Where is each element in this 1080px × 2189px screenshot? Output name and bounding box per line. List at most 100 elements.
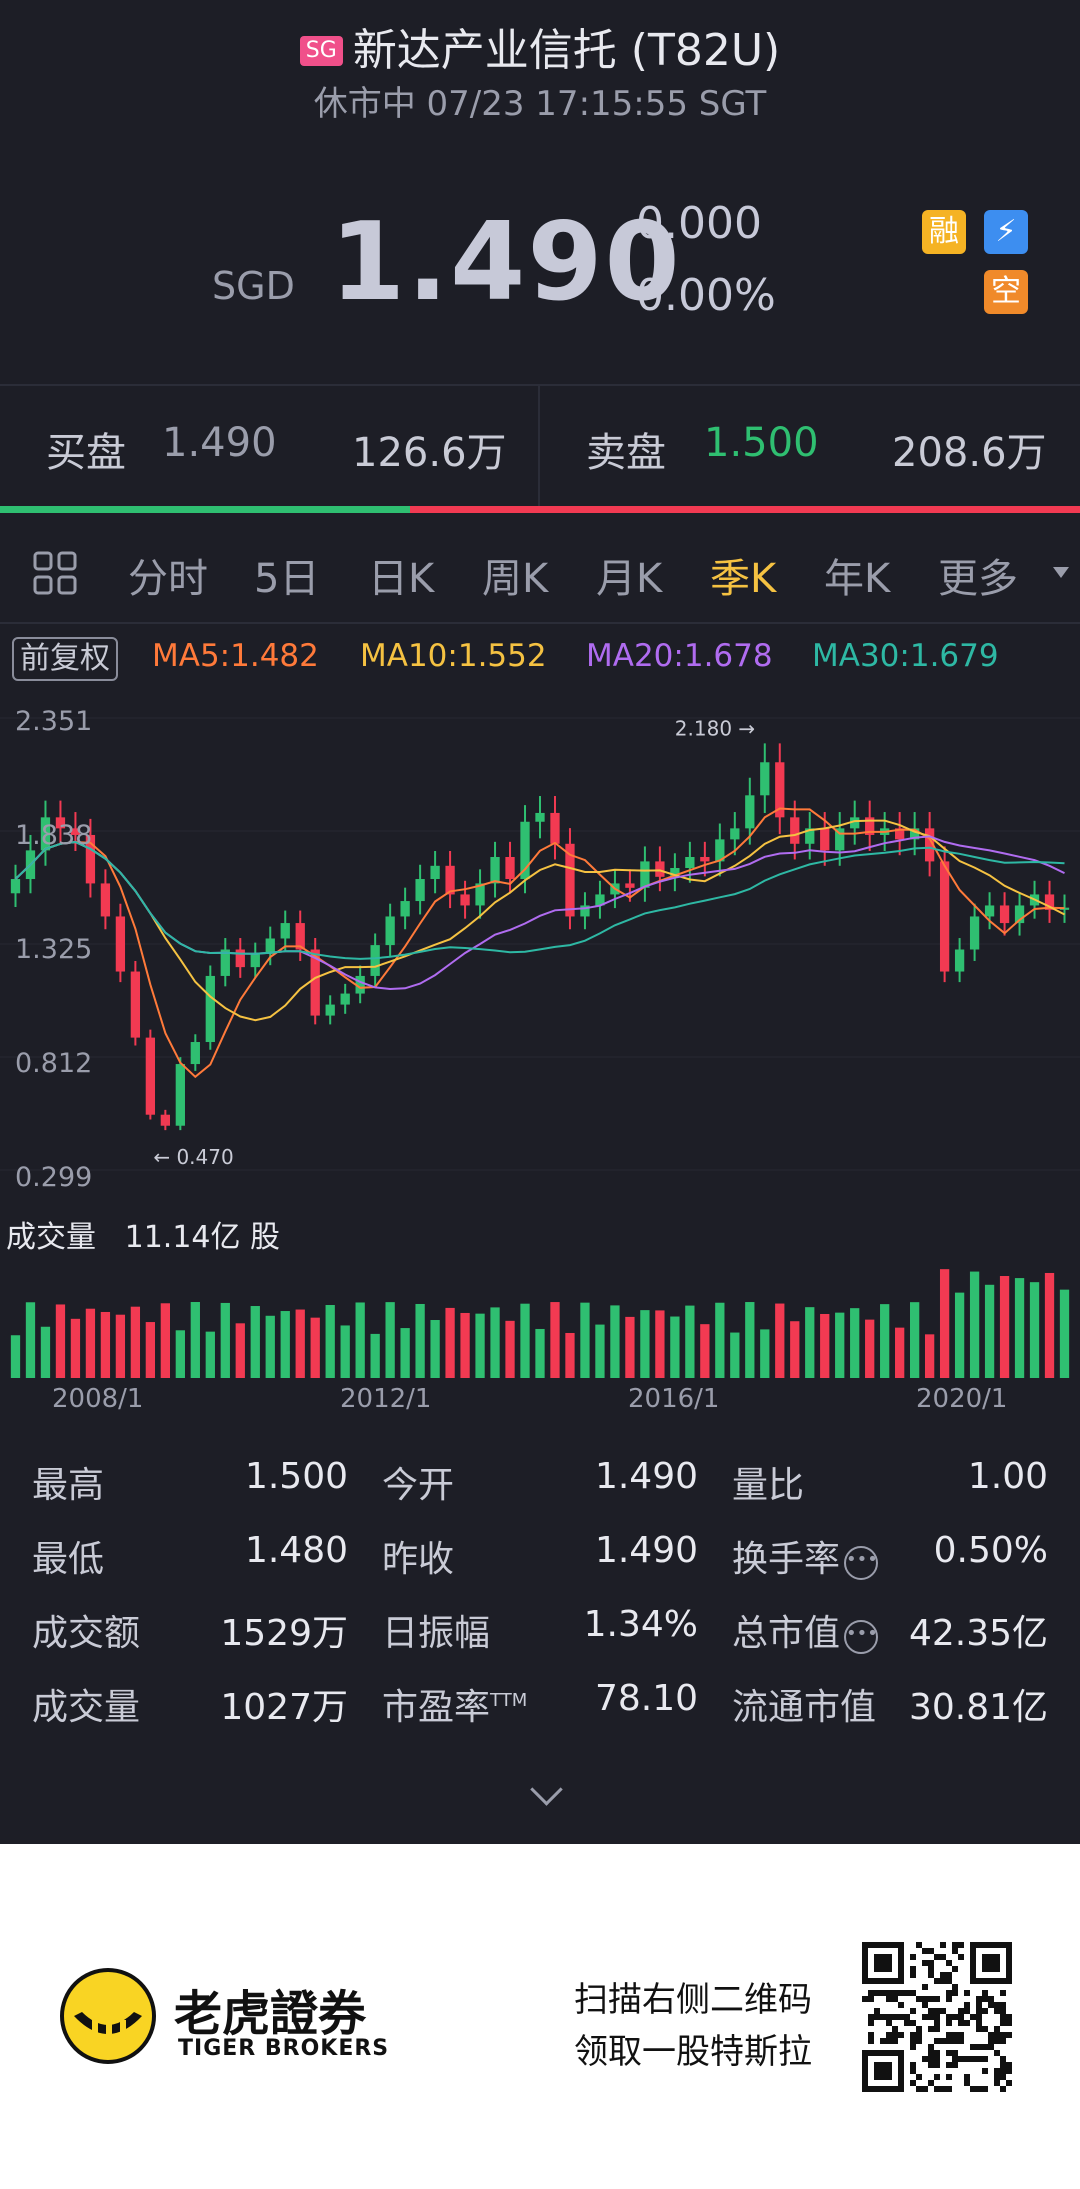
qr-module xyxy=(952,2038,958,2044)
volume-bar xyxy=(565,1332,575,1378)
candle xyxy=(835,828,845,851)
volume-bar xyxy=(445,1307,455,1378)
qr-module xyxy=(958,2008,964,2014)
qr-module xyxy=(940,2038,946,2044)
qr-module xyxy=(916,2086,922,2092)
volume-bar xyxy=(40,1326,51,1378)
volume-bar xyxy=(175,1330,185,1378)
volume-bar xyxy=(550,1302,560,1378)
stock-name: 新达产业信托 (T82U) xyxy=(352,25,781,76)
qr-module xyxy=(982,2044,988,2050)
lightning-icon[interactable]: ⚡ xyxy=(984,210,1028,254)
candle xyxy=(55,817,66,829)
candle xyxy=(655,861,665,877)
short-sell-icon[interactable]: 空 xyxy=(984,270,1028,314)
qr-module xyxy=(970,2086,976,2092)
volume-chart[interactable] xyxy=(0,1250,1080,1378)
candle xyxy=(385,916,395,946)
qr-module xyxy=(976,2014,982,2020)
candle xyxy=(775,762,785,818)
tab-more[interactable]: 更多 xyxy=(938,556,1018,602)
volume-label: 成交量 xyxy=(6,1220,96,1255)
candle xyxy=(460,894,470,906)
adjust-toggle[interactable]: 前复权 xyxy=(12,637,118,681)
candle xyxy=(505,856,515,880)
more-info-icon[interactable]: ••• xyxy=(844,1546,879,1580)
qr-module xyxy=(994,2008,1000,2014)
ma20-line xyxy=(14,835,1065,991)
tab-quarterly-k[interactable]: 季K xyxy=(710,556,777,602)
stat-label: 成交额 xyxy=(32,1613,141,1654)
qr-module xyxy=(922,2056,928,2062)
candle xyxy=(685,856,695,869)
qr-module xyxy=(982,1990,988,1996)
market-cap-stat[interactable]: 总市值 ••• xyxy=(732,1604,879,1656)
candle xyxy=(715,839,725,862)
qr-module xyxy=(988,1996,994,2002)
promo-line-1: 扫描右侧二维码 xyxy=(574,1980,812,2020)
volume-bar xyxy=(850,1308,860,1378)
qr-module xyxy=(910,2068,916,2074)
tab-monthly-k[interactable]: 月K xyxy=(596,556,663,602)
volume-bar xyxy=(820,1313,830,1378)
qr-module xyxy=(868,2032,874,2038)
qr-module xyxy=(910,2032,916,2038)
qr-module xyxy=(994,2080,1000,2086)
qr-module xyxy=(934,2020,940,2026)
stat-label: 流通市值 xyxy=(732,1687,877,1728)
qr-module xyxy=(940,1942,946,1948)
qr-module xyxy=(922,2002,928,2008)
tab-yearly-k[interactable]: 年K xyxy=(824,556,891,602)
stat-label: 日振幅 xyxy=(382,1613,491,1654)
candle xyxy=(40,817,51,851)
qr-module xyxy=(1000,2086,1006,2092)
more-info-icon[interactable]: ••• xyxy=(844,1620,879,1654)
candle xyxy=(550,812,560,844)
volume-bar xyxy=(160,1303,170,1378)
qr-module xyxy=(934,2014,940,2020)
y-tick: 1.325 xyxy=(15,934,93,965)
turnover-stat[interactable]: 换手率 ••• xyxy=(732,1530,879,1582)
volume-bar xyxy=(805,1307,815,1378)
qr-module xyxy=(982,1954,1000,1972)
candle xyxy=(70,828,81,835)
stat-label: 总市值 xyxy=(732,1613,841,1654)
caret-down-icon[interactable] xyxy=(1052,566,1070,580)
volume-bar xyxy=(70,1318,81,1378)
qr-module xyxy=(922,2014,928,2020)
qr-module xyxy=(952,1948,958,1954)
candle xyxy=(730,828,740,840)
qr-module xyxy=(970,2056,976,2062)
qr-code-icon[interactable] xyxy=(862,1942,1012,2092)
candle xyxy=(939,861,950,972)
tab-weekly-k[interactable]: 周K xyxy=(482,556,549,602)
candle xyxy=(250,953,260,968)
ma10-value: MA10:1.552 xyxy=(360,638,547,674)
candle xyxy=(954,949,965,972)
qr-module xyxy=(1006,2062,1012,2068)
volume-bar xyxy=(55,1304,66,1378)
stat-label: 换手率 xyxy=(732,1539,841,1580)
qr-module xyxy=(934,2056,940,2062)
candle xyxy=(745,795,755,829)
volume-bar xyxy=(475,1313,485,1378)
qr-module xyxy=(880,2014,886,2020)
grid-menu-icon[interactable] xyxy=(32,550,78,596)
ma30-value: MA30:1.679 xyxy=(812,638,999,674)
qr-module xyxy=(928,2026,934,2032)
qr-module xyxy=(886,2038,892,2044)
qr-module xyxy=(940,1972,946,1978)
volume-bar xyxy=(130,1306,141,1378)
tab-intraday[interactable]: 分时 xyxy=(128,556,208,602)
candle xyxy=(280,923,290,939)
candle xyxy=(850,817,860,829)
qr-module xyxy=(928,1966,934,1972)
tab-5day[interactable]: 5日 xyxy=(254,556,320,602)
margin-icon[interactable]: 融 xyxy=(922,210,966,254)
candle xyxy=(490,856,500,884)
tab-daily-k[interactable]: 日K xyxy=(368,556,435,602)
candle xyxy=(85,834,96,884)
candle xyxy=(924,828,935,862)
qr-module xyxy=(994,2026,1000,2032)
candlestick-chart[interactable]: 2.180 → ← 0.470 xyxy=(0,700,1080,1200)
